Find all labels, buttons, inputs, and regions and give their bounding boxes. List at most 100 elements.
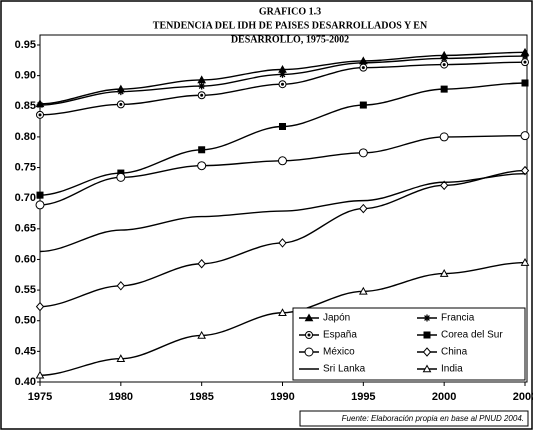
- legend-label: Corea del Sur: [441, 330, 503, 341]
- marker-shape: [36, 101, 44, 109]
- series-line: [39, 51, 526, 105]
- marker-shape: [358, 286, 368, 295]
- marker-shape: [422, 364, 432, 373]
- marker: [278, 80, 287, 89]
- marker: [440, 180, 449, 191]
- marker: [422, 347, 432, 357]
- marker-shape: [198, 82, 206, 90]
- marker-shape: [520, 257, 530, 266]
- marker: [520, 131, 530, 141]
- marker: [35, 370, 45, 379]
- marker: [116, 281, 125, 291]
- y-tick-label: 0.50: [15, 315, 36, 327]
- marker-shape: [521, 79, 529, 87]
- marker: [197, 161, 207, 171]
- legend-label: España: [323, 330, 357, 341]
- marker-shape: [307, 333, 311, 337]
- marker: [117, 88, 125, 96]
- y-tick-label: 0.85: [15, 100, 36, 112]
- series-line: [39, 134, 526, 206]
- marker: [304, 313, 314, 322]
- marker: [520, 257, 530, 266]
- marker: [359, 63, 368, 72]
- y-tick-label: 0.90: [15, 70, 36, 82]
- marker-shape: [116, 281, 125, 291]
- marker-shape: [278, 308, 287, 317]
- x-tick-label: 2000: [432, 391, 456, 403]
- marker: [279, 122, 286, 130]
- marker-shape: [116, 172, 126, 182]
- marker-shape: [521, 52, 529, 60]
- x-tick-label: 1990: [270, 391, 294, 403]
- marker: [439, 269, 449, 277]
- marker-shape: [279, 70, 286, 78]
- marker: [359, 203, 368, 214]
- marker-shape: [523, 60, 527, 64]
- marker-shape: [520, 131, 530, 141]
- legend-label: México: [323, 347, 355, 358]
- marker-shape: [359, 59, 367, 67]
- chart-subtitle: DESARROLLO, 1975-2002: [231, 34, 349, 45]
- marker: [440, 54, 448, 62]
- legend-label: India: [441, 364, 463, 375]
- marker: [423, 314, 431, 322]
- marker-shape: [197, 161, 207, 171]
- marker: [36, 110, 44, 119]
- marker: [116, 100, 125, 109]
- y-tick-label: 0.95: [15, 39, 36, 51]
- marker: [359, 101, 367, 109]
- marker: [198, 82, 206, 90]
- x-tick-label: 2002: [513, 391, 533, 403]
- marker-shape: [520, 165, 530, 176]
- marker-shape: [440, 54, 448, 62]
- marker-shape: [279, 122, 286, 130]
- marker-shape: [439, 269, 449, 277]
- marker: [521, 58, 529, 67]
- legend-label: China: [441, 347, 468, 358]
- marker: [197, 91, 206, 100]
- y-tick-label: 0.80: [15, 131, 36, 143]
- marker-shape: [197, 258, 206, 269]
- marker: [440, 85, 448, 93]
- chart-subtitle: TENDENCIA DEL IDH DE PAISES DESARROLLADO…: [153, 20, 428, 31]
- marker: [278, 308, 287, 317]
- marker: [116, 354, 126, 363]
- marker-shape: [38, 113, 42, 117]
- marker-shape: [440, 180, 449, 191]
- marker: [422, 364, 432, 373]
- marker: [36, 191, 44, 199]
- marker: [198, 146, 206, 154]
- x-tick-label: 1980: [109, 391, 133, 403]
- marker: [359, 59, 367, 67]
- marker: [35, 301, 45, 312]
- x-tick-label: 1995: [351, 391, 375, 403]
- marker: [521, 52, 529, 60]
- marker-shape: [442, 63, 446, 67]
- y-tick-label: 0.65: [15, 223, 36, 235]
- marker-shape: [35, 301, 45, 312]
- marker: [35, 200, 45, 210]
- marker-shape: [36, 191, 44, 199]
- marker-shape: [359, 101, 367, 109]
- y-tick-label: 0.60: [15, 253, 36, 265]
- marker-shape: [197, 330, 207, 339]
- marker-shape: [304, 347, 314, 357]
- marker: [358, 148, 368, 158]
- marker: [439, 132, 449, 142]
- marker: [36, 101, 44, 109]
- marker: [305, 331, 313, 339]
- x-tick-label: 1975: [28, 391, 52, 403]
- marker-shape: [200, 93, 204, 97]
- legend-label: Francia: [441, 313, 475, 324]
- legend-label: Sri Lanka: [323, 364, 366, 375]
- y-tick-label: 0.70: [15, 192, 36, 204]
- marker: [423, 331, 431, 339]
- marker: [278, 238, 287, 248]
- marker-shape: [117, 88, 125, 96]
- source: Fuente: Elaboración propia en base al PN…: [342, 414, 524, 423]
- marker: [520, 165, 530, 176]
- marker: [197, 258, 206, 269]
- marker: [440, 60, 449, 69]
